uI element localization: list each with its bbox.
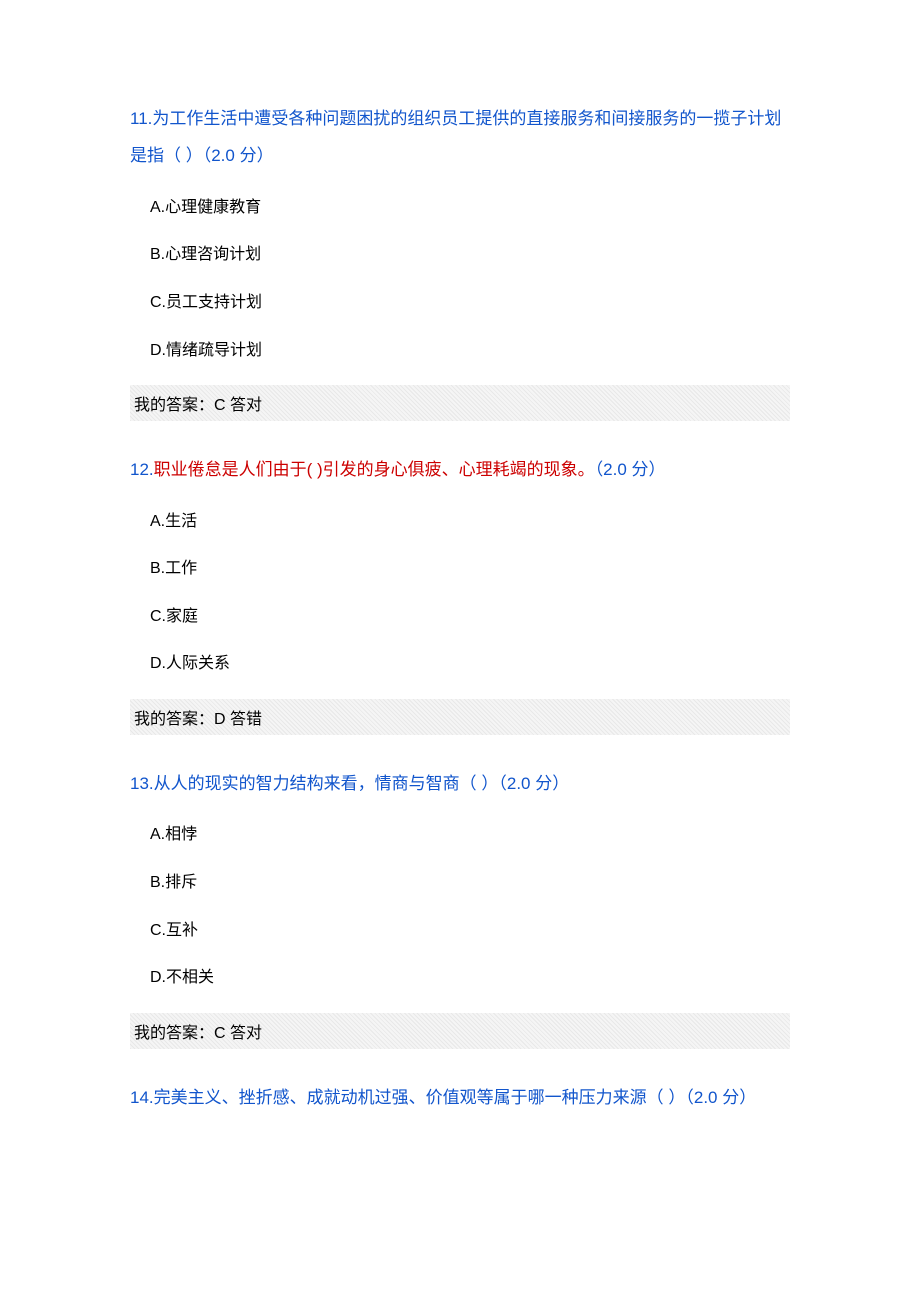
answer-bar: 我的答案：D 答错 [130, 699, 790, 735]
question-number: 11. [130, 109, 152, 128]
option-a: A.相悖 [150, 822, 790, 848]
option-a: A.心理健康教育 [150, 195, 790, 221]
question-title: 13.从人的现实的智力结构来看，情商与智商（ ）（2.0 分） [130, 765, 790, 802]
option-c: C.员工支持计划 [150, 290, 790, 316]
question-text: 为工作生活中遭受各种问题困扰的组织员工提供的直接服务和间接服务的一揽子计划是指（… [130, 109, 781, 165]
question-number: 13. [130, 774, 154, 793]
question-points: （2.0 分） [595, 460, 666, 479]
question-text: 完美主义、挫折感、成就动机过强、价值观等属于哪一种压力来源（ ）（2.0 分） [154, 1088, 757, 1107]
question-11: 11.为工作生活中遭受各种问题困扰的组织员工提供的直接服务和间接服务的一揽子计划… [130, 100, 790, 421]
option-d: D.情绪疏导计划 [150, 338, 790, 364]
option-b: B.工作 [150, 556, 790, 582]
option-c: C.互补 [150, 918, 790, 944]
option-b: B.心理咨询计划 [150, 242, 790, 268]
question-title: 12.职业倦怠是人们由于( )引发的身心俱疲、心理耗竭的现象。（2.0 分） [130, 451, 790, 488]
options-list: A.生活 B.工作 C.家庭 D.人际关系 [130, 509, 790, 677]
options-list: A.相悖 B.排斥 C.互补 D.不相关 [130, 822, 790, 990]
option-b: B.排斥 [150, 870, 790, 896]
option-a: A.生活 [150, 509, 790, 535]
question-text: 从人的现实的智力结构来看，情商与智商（ ）（2.0 分） [154, 774, 570, 793]
question-title: 14.完美主义、挫折感、成就动机过强、价值观等属于哪一种压力来源（ ）（2.0 … [130, 1079, 790, 1116]
question-title: 11.为工作生活中遭受各种问题困扰的组织员工提供的直接服务和间接服务的一揽子计划… [130, 100, 790, 175]
option-c: C.家庭 [150, 604, 790, 630]
option-d: D.不相关 [150, 965, 790, 991]
options-list: A.心理健康教育 B.心理咨询计划 C.员工支持计划 D.情绪疏导计划 [130, 195, 790, 363]
question-13: 13.从人的现实的智力结构来看，情商与智商（ ）（2.0 分） A.相悖 B.排… [130, 765, 790, 1049]
answer-bar: 我的答案：C 答对 [130, 385, 790, 421]
question-text-wrong: 职业倦怠是人们由于( )引发的身心俱疲、心理耗竭的现象。 [154, 460, 595, 479]
answer-bar: 我的答案：C 答对 [130, 1013, 790, 1049]
question-number: 12. [130, 460, 154, 479]
question-number: 14. [130, 1088, 154, 1107]
question-12: 12.职业倦怠是人们由于( )引发的身心俱疲、心理耗竭的现象。（2.0 分） A… [130, 451, 790, 735]
question-14: 14.完美主义、挫折感、成就动机过强、价值观等属于哪一种压力来源（ ）（2.0 … [130, 1079, 790, 1116]
option-d: D.人际关系 [150, 651, 790, 677]
